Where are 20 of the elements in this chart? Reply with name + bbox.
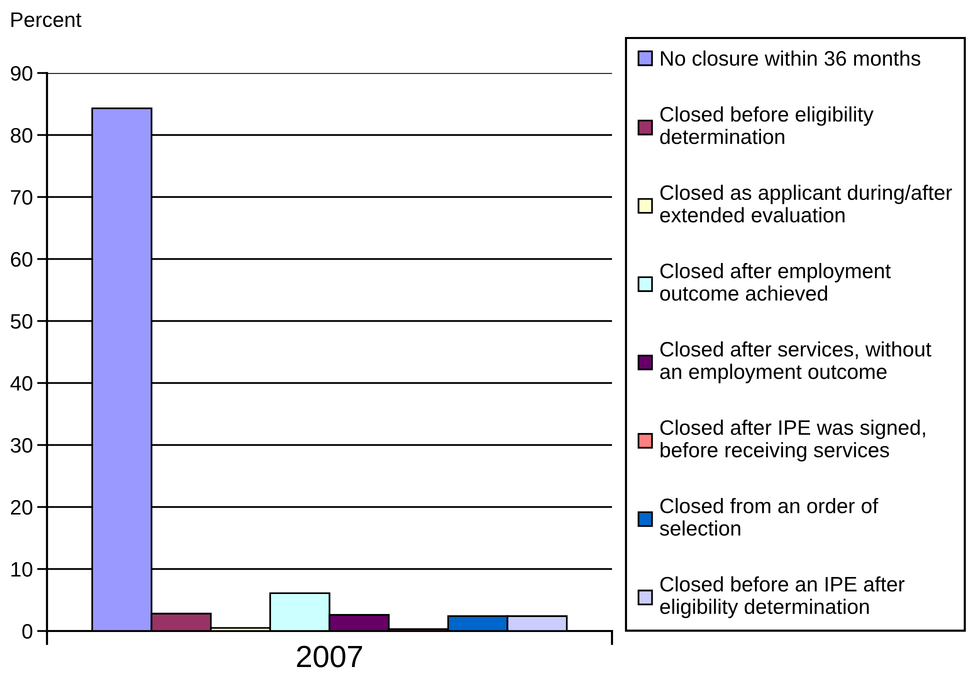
y-tick-label: 50 xyxy=(10,314,32,329)
legend-label: Closed from an order of selection xyxy=(660,498,878,536)
y-tick-label: 20 xyxy=(10,500,32,515)
y-tick-label: 40 xyxy=(10,376,32,391)
legend-label: Closed before eligibility determination xyxy=(660,106,874,144)
legend-label: Closed before an IPE after eligibility determination xyxy=(660,576,904,618)
legend-label: Closed as applicant during/after extended evaluation xyxy=(660,184,952,222)
y-tick-label: 90 xyxy=(10,66,32,81)
y-tick-label: 80 xyxy=(10,128,32,143)
legend-label: Closed after employment outcome achieved xyxy=(660,263,891,301)
y-tick-label: 30 xyxy=(10,438,32,453)
legend-label: No closure within 36 months xyxy=(661,50,920,66)
y-tick-label: 0 xyxy=(22,624,32,639)
legend-label: Closed after services, without an employment outcome xyxy=(660,341,932,384)
y-tick-label: 10 xyxy=(12,562,32,577)
x-tick-label: 2007 xyxy=(297,646,362,668)
y-axis-title: Percent xyxy=(11,12,82,28)
legend-label: Closed after IPE was signed, before receiving services xyxy=(660,420,925,462)
y-tick-label: 70 xyxy=(11,190,32,205)
y-tick-label: 60 xyxy=(11,252,32,267)
